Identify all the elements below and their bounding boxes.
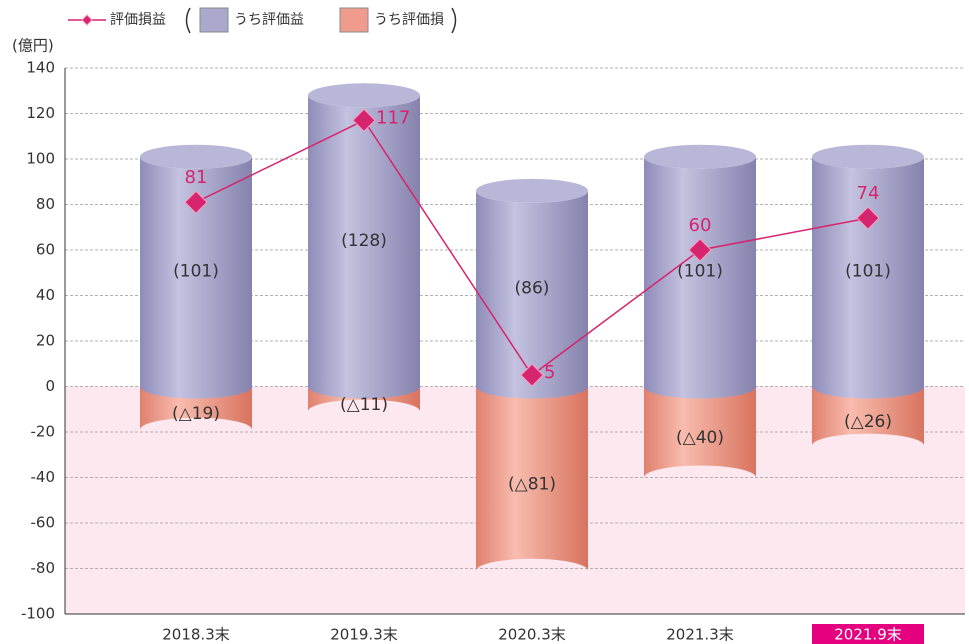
y-tick-label: 0 [45,377,55,395]
net-marker [184,190,208,214]
legend-paren [451,7,457,34]
y-tick-label: 140 [26,59,55,77]
y-tick-label: -20 [31,423,56,441]
x-tick-label: 2021.3末 [666,626,734,644]
value-label: (101) [845,262,891,282]
y-tick-label: 40 [36,286,55,304]
y-tick-label: -60 [31,514,56,532]
x-tick-label: 2020.3末 [498,626,566,644]
cylinder-top [812,144,924,169]
legend-swatch [199,7,229,33]
cylinder-body [140,156,252,399]
net-label: 74 [857,183,880,204]
legend-label: うち評価損 [374,12,444,28]
cylinder-top [644,144,756,169]
cylinder-body [644,156,757,399]
x-tick-label: 2018.3末 [162,626,230,644]
y-tick-label: -40 [31,468,56,486]
legend-label: 評価損益 [110,12,166,28]
y-tick-label: 80 [36,195,55,213]
value-label: (△19) [172,404,220,424]
net-marker [352,108,376,133]
cylinder-top [140,144,252,169]
y-tick-label: 120 [26,104,55,122]
net-label: 5 [544,362,555,383]
bars [140,83,924,571]
net-marker [856,206,880,230]
value-label: (101) [677,262,723,282]
legend-label: うち評価益 [234,12,304,28]
legend-swatch [339,7,369,33]
cylinder-body [308,95,420,399]
value-label: (128) [341,231,387,251]
legend-paren [185,7,191,34]
cylinder-body [476,190,588,399]
x-tick-label: 2021.9末 [834,626,902,644]
net-marker [688,238,712,262]
value-label: (△11) [340,395,388,415]
y-tick-label: -80 [31,559,56,577]
net-label: 81 [185,167,208,188]
y-tick-label: 60 [36,241,55,259]
cylinder-body [812,156,924,399]
net-label: 60 [689,215,712,236]
net-label: 117 [376,107,410,128]
cylinder-top [308,83,420,108]
y-tick-label: 100 [26,150,55,168]
value-label: (△40) [676,428,724,448]
highlight-box [812,624,924,644]
value-label: (△81) [508,475,556,495]
value-label: (86) [515,279,550,299]
cylinder-top [476,178,588,203]
net-marker [520,363,544,387]
value-label: (101) [173,262,219,282]
y-tick-label: 20 [36,332,55,350]
foreground: (△19) (101) 2018.3末 (△11) (128) 2019.3末 (△81) (… [162,107,924,644]
net-marker [81,14,93,26]
cylinder-body [476,374,588,571]
y-tick-label: -100 [21,605,55,623]
cylinder-body [644,374,757,478]
x-tick-label: 2019.3末 [330,626,398,644]
unit-label: (億円) [12,37,54,55]
value-label: (△26) [844,412,892,432]
